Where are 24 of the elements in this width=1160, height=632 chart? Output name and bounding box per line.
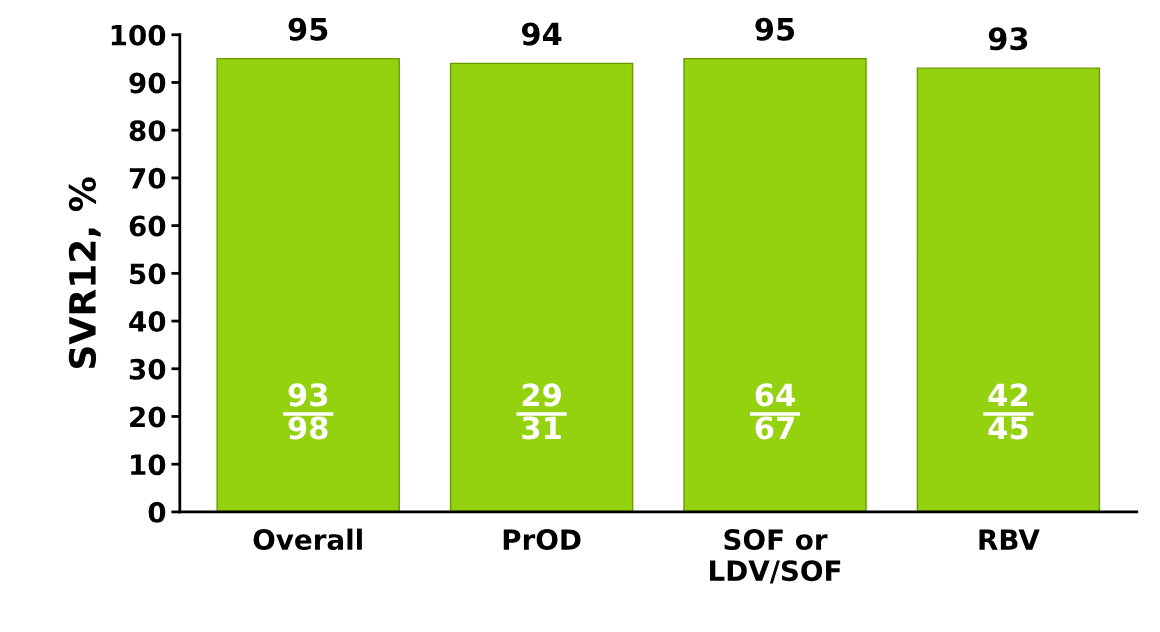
x-tick-label: Overall [253, 528, 362, 551]
y-tick-label: 30 [129, 358, 166, 380]
x-tick-label: RBV [979, 529, 1040, 550]
y-axis-title: SVR12, % [68, 177, 101, 368]
y-tick-label: 20 [130, 406, 166, 428]
data-label: 95 [288, 17, 328, 41]
x-tick-label: SOF or LDV/SOF [710, 529, 841, 584]
data-label: 95 [755, 17, 795, 41]
y-tick-label: 10 [131, 454, 166, 476]
annotation: 42 45 [988, 383, 1028, 440]
y-tick-label: 50 [130, 263, 166, 285]
y-tick-label: 90 [129, 72, 166, 94]
y-tick-label: 70 [129, 167, 166, 189]
y-tick-label: 40 [129, 310, 166, 332]
data-label: 93 [988, 27, 1028, 51]
annotation: 93 98 [288, 383, 328, 440]
data-label: 94 [521, 22, 562, 46]
y-tick-label: 80 [129, 120, 166, 142]
annotation: 29 31 [522, 383, 561, 440]
annotation: 64 67 [755, 383, 795, 440]
y-tick-label: 60 [129, 215, 166, 237]
y-tick-label: 0 [148, 501, 166, 523]
x-tick-label: PrOD [503, 529, 581, 551]
y-tick-label: 100 [111, 24, 166, 46]
